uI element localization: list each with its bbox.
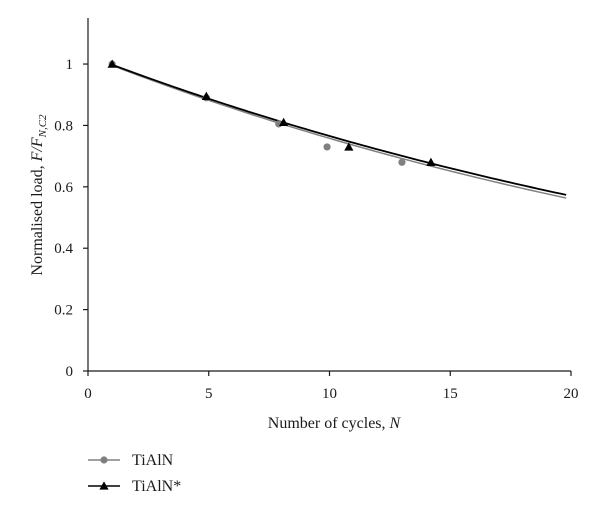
legend-marker-tialn: [100, 456, 108, 464]
point-tialn: [323, 143, 331, 151]
data-markers: [107, 59, 436, 166]
point-tialn: [398, 158, 406, 166]
point-tialn-star: [426, 157, 436, 166]
y-tick-label: 0.4: [54, 241, 73, 257]
fit-line-tialn-star: [111, 63, 567, 196]
point-tialn-star: [344, 142, 354, 151]
legend: TiAlN TiAlN*: [88, 452, 181, 495]
fit-line-tialn: [111, 64, 567, 199]
x-axis-label: Number of cycles, N: [268, 415, 402, 432]
x-tick-label: 20: [564, 386, 579, 402]
y-ticks: 0 0.2 0.4 0.6 0.8 1: [54, 57, 88, 380]
point-tialn-star: [279, 117, 289, 127]
x-tick-label: 5: [205, 386, 213, 402]
y-tick-label: 0.2: [54, 303, 73, 319]
y-axis-label: Normalised load, F/FN,C2: [29, 114, 49, 276]
x-ticks: 0 5 10 15 20: [84, 371, 579, 402]
axes: [87, 18, 571, 372]
point-tialn-star: [107, 59, 117, 68]
legend-label-tialn-star: TiAlN*: [132, 478, 181, 495]
y-axis-label-text: Normalised load,: [29, 161, 46, 275]
legend-label-tialn: TiAlN: [132, 452, 174, 469]
y-tick-label: 0: [66, 364, 74, 380]
y-tick-label: 0.8: [54, 118, 73, 134]
x-tick-label: 10: [322, 386, 337, 402]
point-tialn-star: [201, 91, 211, 100]
y-axis-label-sub: N,C2: [37, 114, 49, 138]
x-tick-label: 15: [443, 386, 458, 402]
y-tick-label: 0.6: [54, 180, 73, 196]
x-tick-label: 0: [84, 386, 92, 402]
y-axis-label-var: F/F: [29, 137, 46, 162]
y-tick-label: 1: [66, 57, 74, 73]
legend-marker-tialn-star: [99, 481, 109, 490]
x-axis-label-text: Number of cycles,: [268, 415, 390, 432]
fit-lines: [111, 63, 567, 199]
x-axis-label-var: N: [389, 415, 402, 432]
